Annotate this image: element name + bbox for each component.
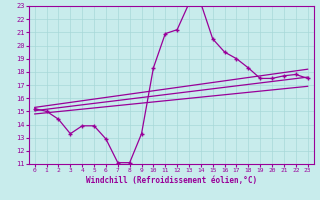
X-axis label: Windchill (Refroidissement éolien,°C): Windchill (Refroidissement éolien,°C) [86,176,257,185]
